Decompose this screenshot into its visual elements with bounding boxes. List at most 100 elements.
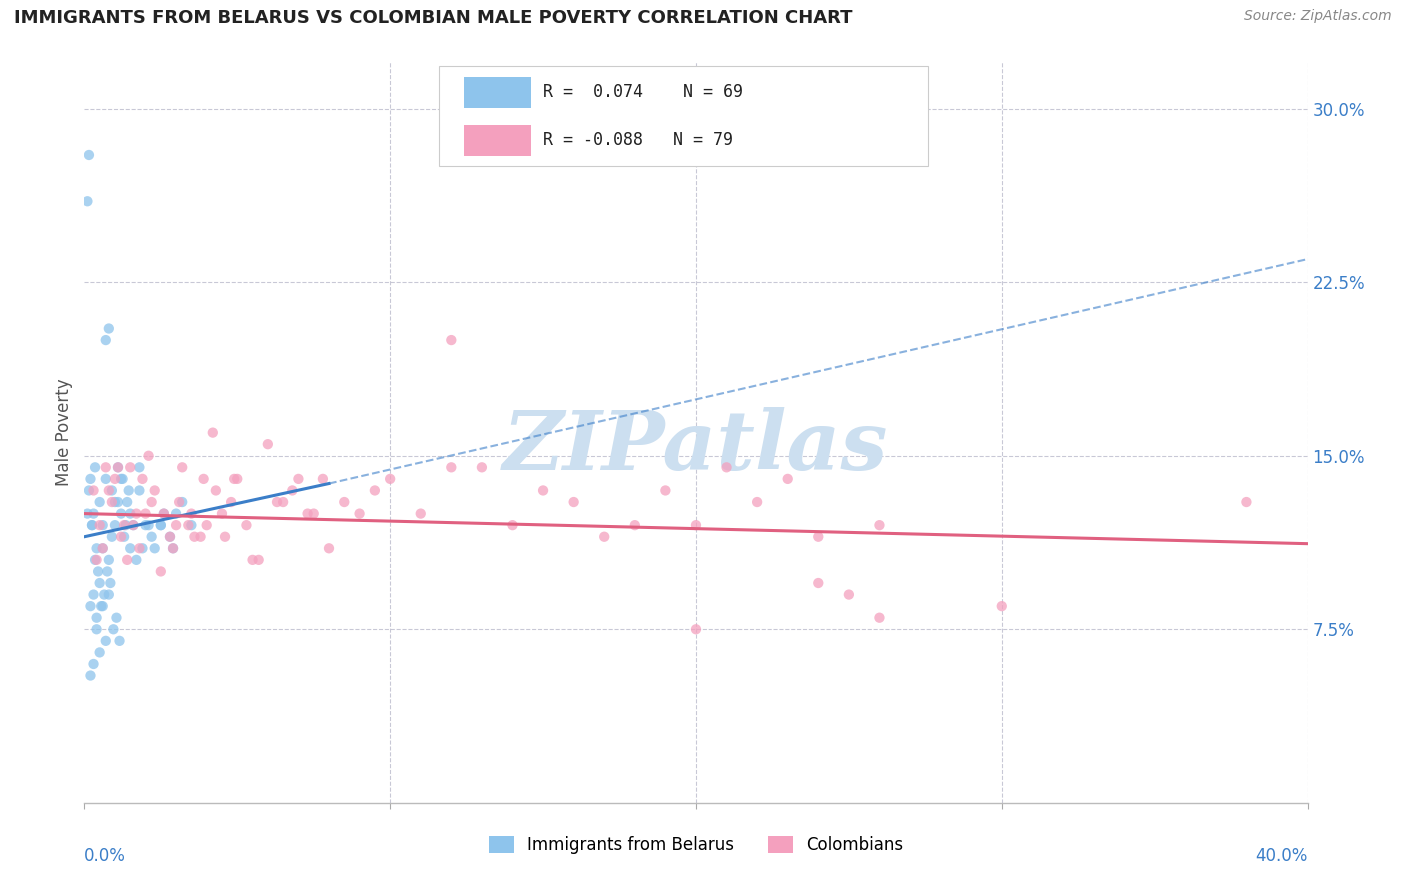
Point <box>654 483 676 498</box>
Point <box>105 610 128 624</box>
Point <box>76 507 98 521</box>
Point <box>91 541 114 556</box>
Point <box>172 460 194 475</box>
Point <box>89 495 111 509</box>
Point <box>869 610 891 624</box>
Point <box>242 553 264 567</box>
Point <box>115 553 138 567</box>
Point <box>165 518 187 533</box>
Point <box>125 507 148 521</box>
Point <box>143 541 166 556</box>
Point <box>97 483 120 498</box>
Point <box>471 460 494 475</box>
Point <box>838 588 860 602</box>
Point <box>1236 495 1258 509</box>
Point <box>122 518 145 533</box>
Point <box>159 530 181 544</box>
Legend: Immigrants from Belarus, Colombians: Immigrants from Belarus, Colombians <box>482 830 910 861</box>
Point <box>183 530 205 544</box>
Point <box>97 588 120 602</box>
Point <box>180 507 202 521</box>
Point <box>776 472 799 486</box>
Point <box>149 565 172 579</box>
Point <box>297 507 319 521</box>
Point <box>94 460 117 475</box>
Point <box>77 483 100 498</box>
Point <box>80 518 103 533</box>
Text: 40.0%: 40.0% <box>1256 847 1308 865</box>
Point <box>271 495 294 509</box>
Point <box>266 495 288 509</box>
Point <box>115 495 138 509</box>
Point <box>89 518 111 533</box>
Point <box>247 553 270 567</box>
Point <box>409 507 432 521</box>
Point <box>159 530 181 544</box>
Point <box>685 622 707 636</box>
Point <box>531 483 554 498</box>
Point <box>108 633 131 648</box>
Point <box>98 576 121 591</box>
Point <box>101 483 124 498</box>
Point <box>287 472 309 486</box>
Point <box>131 472 153 486</box>
Point <box>333 495 356 509</box>
Point <box>141 495 163 509</box>
Point <box>214 530 236 544</box>
Point <box>128 483 150 498</box>
Point <box>440 460 463 475</box>
Point <box>302 507 325 521</box>
Point <box>122 518 145 533</box>
Point <box>318 541 340 556</box>
Point <box>128 541 150 556</box>
Point <box>94 333 117 347</box>
Point <box>104 495 127 509</box>
Point <box>502 518 524 533</box>
Point <box>120 507 142 521</box>
Point <box>107 460 129 475</box>
Point <box>101 495 124 509</box>
Point <box>143 483 166 498</box>
Point <box>107 495 129 509</box>
Point <box>869 518 891 533</box>
Point <box>172 495 194 509</box>
Point <box>131 541 153 556</box>
Point <box>180 518 202 533</box>
Point <box>94 472 117 486</box>
Point <box>89 645 111 659</box>
Point <box>83 588 105 602</box>
Point <box>103 622 125 636</box>
Point <box>86 553 108 567</box>
Point <box>91 541 114 556</box>
Point <box>364 483 387 498</box>
Point <box>205 483 228 498</box>
Point <box>91 518 114 533</box>
Point <box>104 518 127 533</box>
Point <box>177 518 200 533</box>
Point <box>91 599 114 614</box>
Point <box>281 483 304 498</box>
Point <box>562 495 585 509</box>
Point <box>84 553 107 567</box>
Point <box>112 518 135 533</box>
Text: R = -0.088   N = 79: R = -0.088 N = 79 <box>543 131 733 149</box>
Text: IMMIGRANTS FROM BELARUS VS COLOMBIAN MALE POVERTY CORRELATION CHART: IMMIGRANTS FROM BELARUS VS COLOMBIAN MAL… <box>14 9 852 27</box>
Point <box>235 518 257 533</box>
Point <box>807 576 830 591</box>
Point <box>110 507 132 521</box>
Point <box>685 518 707 533</box>
Point <box>440 333 463 347</box>
Point <box>190 530 212 544</box>
Point <box>104 472 127 486</box>
Point <box>211 507 233 521</box>
Point <box>593 530 616 544</box>
Point <box>93 588 115 602</box>
Point <box>380 472 402 486</box>
Point <box>77 148 100 162</box>
Text: 0.0%: 0.0% <box>84 847 127 865</box>
Point <box>167 495 190 509</box>
Point <box>135 518 157 533</box>
Y-axis label: Male Poverty: Male Poverty <box>55 379 73 486</box>
Point <box>120 541 142 556</box>
Point <box>312 472 335 486</box>
